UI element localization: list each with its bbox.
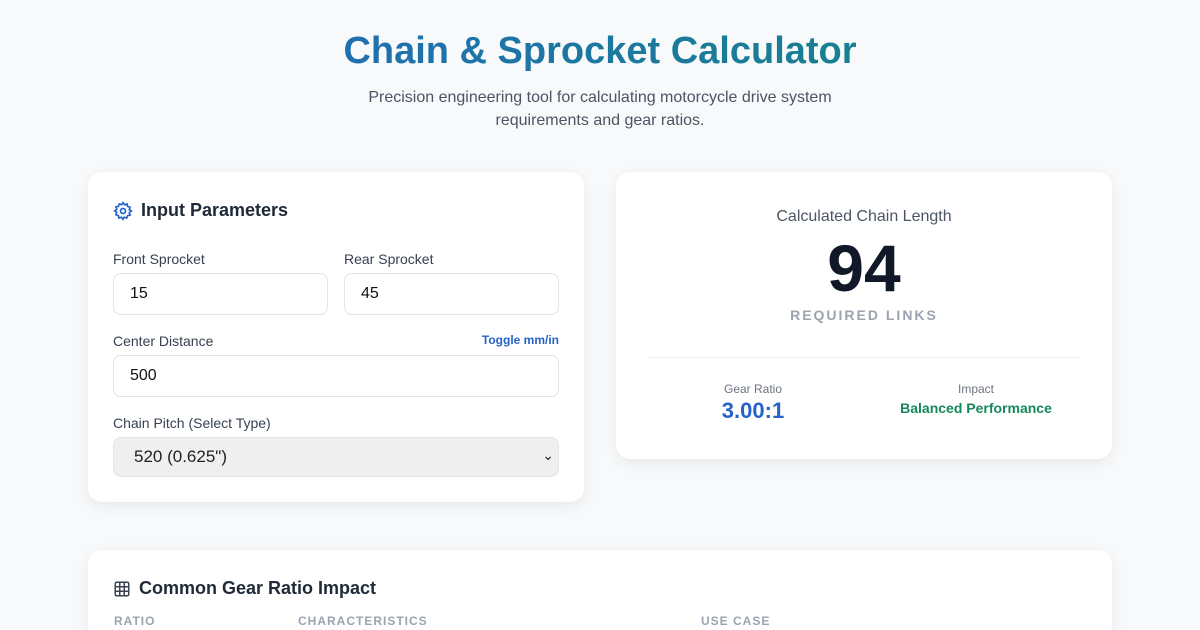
gear-ratio-value: 3.00:1	[721, 398, 785, 423]
input-parameters-card: Input Parameters Front Sprocket Rear Spr…	[88, 172, 584, 502]
front-sprocket-label: Front Sprocket	[113, 251, 205, 267]
gear-icon	[113, 200, 133, 221]
rear-sprocket-input[interactable]	[344, 273, 559, 315]
table-icon	[114, 581, 130, 596]
impact-value: Balanced Performance	[900, 400, 1052, 416]
input-parameters-heading: Input Parameters	[113, 200, 288, 221]
gear-ratio-table-card: Common Gear Ratio Impact RATIO CHARACTER…	[88, 550, 1112, 630]
page-title: Chain & Sprocket Calculator	[0, 30, 1200, 73]
toggle-units-button[interactable]: Toggle mm/in	[481, 333, 559, 347]
impact-label: Impact	[957, 382, 994, 396]
divider	[648, 357, 1080, 358]
column-header-ratio: RATIO	[114, 614, 156, 628]
gear-ratio-label: Gear Ratio	[723, 382, 783, 396]
gear-ratio-table-title: Common Gear Ratio Impact	[139, 578, 377, 598]
column-header-use-case: USE CASE	[701, 614, 771, 628]
chain-length-unit: REQUIRED LINKS	[790, 307, 938, 323]
rear-sprocket-label: Rear Sprocket	[344, 251, 434, 267]
chain-pitch-label: Chain Pitch (Select Type)	[113, 415, 271, 431]
result-card: Calculated Chain Length 94 REQUIRED LINK…	[616, 172, 1112, 459]
gear-ratio-table-heading: Common Gear Ratio Impact	[113, 578, 376, 599]
chain-length-value: 94	[827, 231, 901, 305]
chevron-down-icon: ⌄	[542, 447, 554, 463]
chain-pitch-value: 520 (0.625")	[134, 447, 227, 466]
input-parameters-title: Input Parameters	[141, 200, 289, 220]
column-header-characteristics: CHARACTERISTICS	[298, 614, 428, 628]
center-distance-input[interactable]	[113, 355, 559, 397]
front-sprocket-input[interactable]	[113, 273, 328, 315]
page-subtitle: Precision engineering tool for calculati…	[368, 89, 832, 129]
chain-pitch-select[interactable]: 520 (0.625") ⌄	[113, 437, 559, 477]
chain-length-label: Calculated Chain Length	[776, 208, 952, 225]
center-distance-label: Center Distance	[113, 333, 214, 349]
